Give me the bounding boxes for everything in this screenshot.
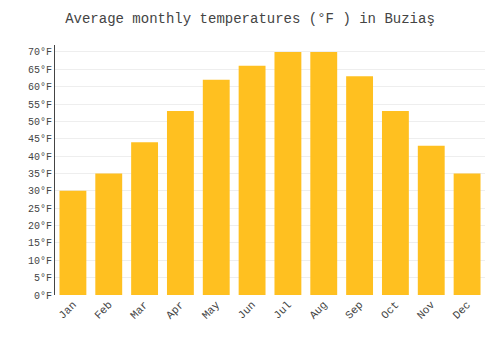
svg-text:Average monthly temperatures (: Average monthly temperatures (°F ) in Bu… bbox=[65, 11, 435, 27]
svg-text:0°F: 0°F bbox=[34, 291, 52, 302]
svg-text:50°F: 50°F bbox=[28, 117, 52, 128]
svg-text:20°F: 20°F bbox=[28, 221, 52, 232]
svg-text:Oct: Oct bbox=[379, 299, 401, 321]
svg-text:15°F: 15°F bbox=[28, 238, 52, 249]
svg-text:60°F: 60°F bbox=[28, 82, 52, 93]
svg-text:Feb: Feb bbox=[92, 299, 114, 321]
svg-text:45°F: 45°F bbox=[28, 134, 52, 145]
svg-text:Aug: Aug bbox=[307, 299, 329, 321]
svg-text:30°F: 30°F bbox=[28, 186, 52, 197]
svg-text:Dec: Dec bbox=[451, 299, 473, 321]
svg-text:Nov: Nov bbox=[415, 299, 438, 322]
svg-text:Sep: Sep bbox=[343, 299, 365, 321]
svg-text:5°F: 5°F bbox=[34, 273, 52, 284]
svg-text:Mar: Mar bbox=[128, 299, 150, 321]
svg-text:70°F: 70°F bbox=[28, 47, 52, 58]
svg-text:65°F: 65°F bbox=[28, 65, 52, 76]
svg-text:Jul: Jul bbox=[271, 299, 293, 321]
svg-text:Apr: Apr bbox=[164, 299, 186, 321]
svg-text:May: May bbox=[200, 299, 223, 322]
svg-text:55°F: 55°F bbox=[28, 100, 52, 111]
svg-text:35°F: 35°F bbox=[28, 169, 52, 180]
svg-text:10°F: 10°F bbox=[28, 256, 52, 267]
svg-text:Jan: Jan bbox=[56, 299, 78, 321]
svg-text:Jun: Jun bbox=[236, 299, 258, 321]
svg-text:25°F: 25°F bbox=[28, 204, 52, 215]
svg-text:40°F: 40°F bbox=[28, 152, 52, 163]
